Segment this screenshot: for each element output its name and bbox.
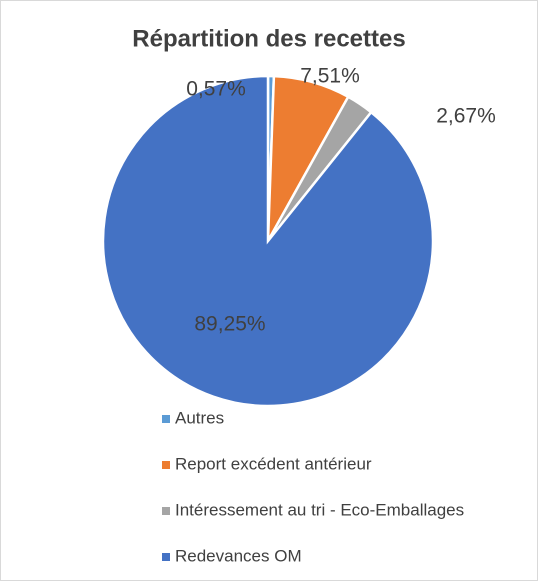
legend-swatch <box>162 507 170 515</box>
legend-label: Redevances OM <box>175 546 302 565</box>
legend-swatch <box>162 415 170 423</box>
chart-title: Répartition des recettes <box>132 25 405 52</box>
legend-swatch <box>162 461 170 469</box>
legend-label: Intéressement au tri - Eco-Emballages <box>175 500 464 519</box>
data-label: 0,57% <box>186 78 246 101</box>
legend-swatch <box>162 553 170 561</box>
legend-label: Autres <box>175 408 224 427</box>
data-label: 2,67% <box>436 105 496 128</box>
data-label: 7,51% <box>300 65 360 88</box>
data-label: 89,25% <box>194 313 265 336</box>
legend-label: Report excédent antérieur <box>175 454 372 473</box>
pie-slice <box>101 74 435 408</box>
